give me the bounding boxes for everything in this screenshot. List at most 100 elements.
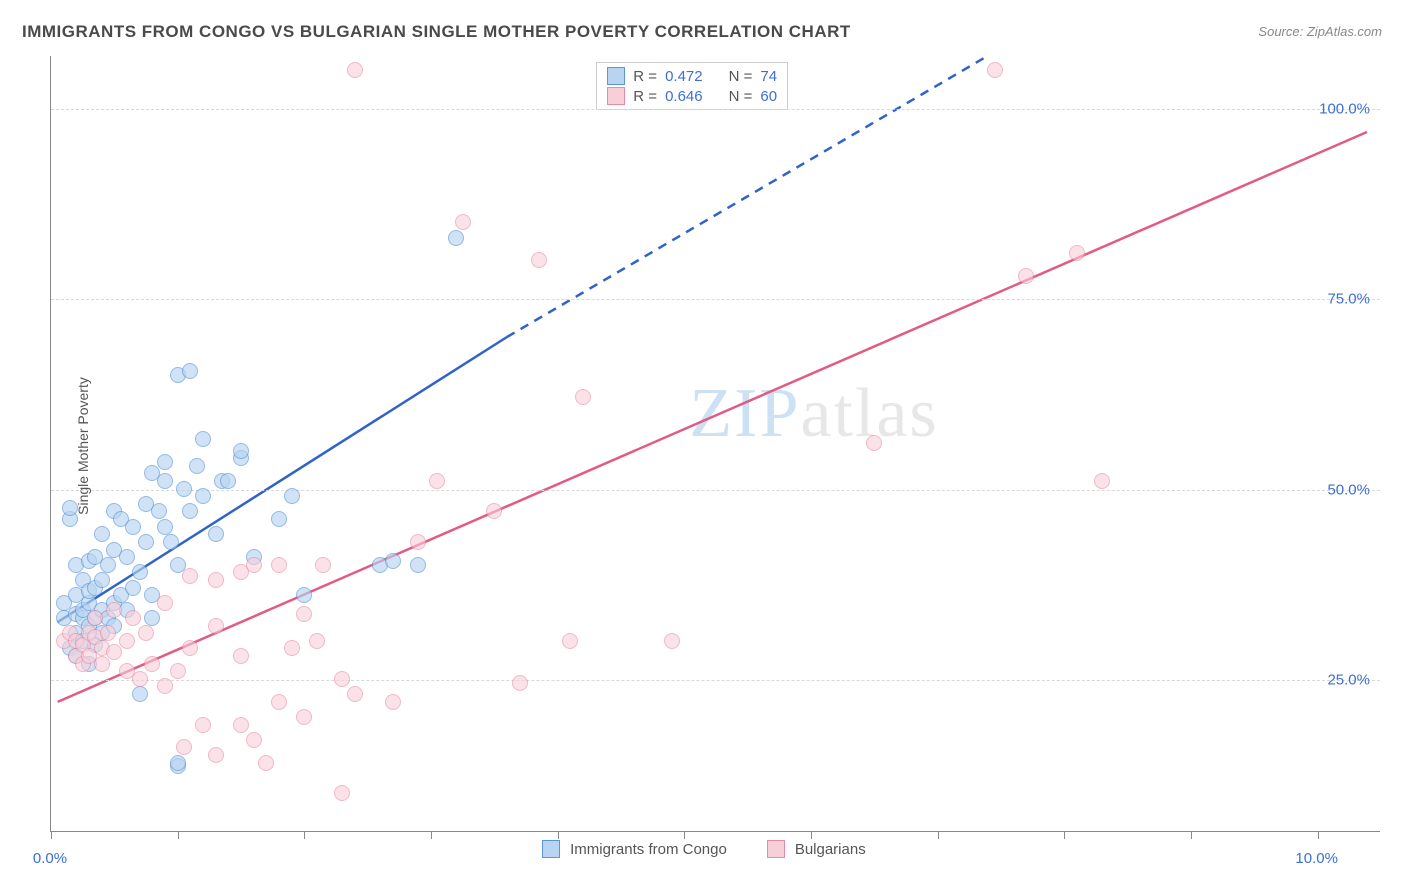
y-tick-label: 25.0% [1327, 671, 1370, 688]
data-point [410, 557, 426, 573]
legend-correlation-row: R =0.646N =60 [607, 87, 777, 105]
plot-area: ZIPatlas R =0.472N =74R =0.646N =60 25.0… [50, 56, 1380, 832]
data-point [62, 500, 78, 516]
data-point [125, 580, 141, 596]
data-point [866, 435, 882, 451]
correlation-legend: R =0.472N =74R =0.646N =60 [596, 62, 788, 110]
data-point [664, 633, 680, 649]
data-point [132, 564, 148, 580]
data-point [94, 656, 110, 672]
data-point [157, 595, 173, 611]
n-label: N = [729, 68, 753, 85]
data-point [195, 488, 211, 504]
n-value: 60 [760, 88, 777, 105]
series-legend: Immigrants from CongoBulgarians [542, 840, 866, 858]
x-tick [811, 831, 812, 839]
legend-swatch [607, 87, 625, 105]
x-tick [178, 831, 179, 839]
data-point [448, 230, 464, 246]
data-point [410, 534, 426, 550]
x-tick [51, 831, 52, 839]
watermark: ZIPatlas [689, 374, 938, 454]
data-point [176, 739, 192, 755]
data-point [182, 568, 198, 584]
legend-swatch [767, 840, 785, 858]
data-point [100, 557, 116, 573]
data-point [208, 572, 224, 588]
legend-series-label: Immigrants from Congo [570, 841, 727, 858]
data-point [246, 557, 262, 573]
r-label: R = [633, 68, 657, 85]
data-point [271, 511, 287, 527]
data-point [132, 671, 148, 687]
data-point [258, 755, 274, 771]
x-tick [1191, 831, 1192, 839]
x-tick [1064, 831, 1065, 839]
data-point [119, 549, 135, 565]
data-point [296, 587, 312, 603]
legend-correlation-row: R = 0.472 N = 74 [607, 67, 777, 85]
data-point [182, 640, 198, 656]
x-tick-label: 0.0% [33, 850, 67, 867]
x-tick [1318, 831, 1319, 839]
trend-line [58, 132, 1367, 702]
y-tick-label: 50.0% [1327, 481, 1370, 498]
source-value: ZipAtlas.com [1307, 24, 1382, 39]
y-tick-label: 100.0% [1319, 101, 1370, 118]
data-point [315, 557, 331, 573]
data-point [271, 694, 287, 710]
data-point [309, 633, 325, 649]
data-point [144, 656, 160, 672]
data-point [144, 610, 160, 626]
data-point [195, 717, 211, 733]
data-point [157, 473, 173, 489]
legend-swatch [607, 67, 625, 85]
data-point [1018, 268, 1034, 284]
n-label: N = [729, 88, 753, 105]
source-label: Source: [1258, 24, 1303, 39]
data-point [138, 625, 154, 641]
data-point [220, 473, 236, 489]
data-point [334, 785, 350, 801]
gridline-h [51, 680, 1380, 681]
data-point [106, 602, 122, 618]
data-point [562, 633, 578, 649]
data-point [575, 389, 591, 405]
data-point [132, 686, 148, 702]
r-value: 0.472 [665, 68, 703, 85]
data-point [157, 454, 173, 470]
gridline-h [51, 109, 1380, 110]
n-value: 74 [760, 68, 777, 85]
data-point [284, 640, 300, 656]
data-point [347, 686, 363, 702]
data-point [170, 755, 186, 771]
data-point [233, 648, 249, 664]
data-point [195, 431, 211, 447]
y-tick-label: 75.0% [1327, 291, 1370, 308]
data-point [512, 675, 528, 691]
data-point [100, 625, 116, 641]
data-point [385, 694, 401, 710]
data-point [296, 606, 312, 622]
x-tick [558, 831, 559, 839]
data-point [208, 747, 224, 763]
data-point [246, 732, 262, 748]
x-tick [684, 831, 685, 839]
data-point [87, 610, 103, 626]
data-point [334, 671, 350, 687]
x-tick-label: 10.0% [1295, 850, 1338, 867]
data-point [987, 62, 1003, 78]
trend-lines-layer [51, 56, 1380, 831]
data-point [94, 526, 110, 542]
data-point [151, 503, 167, 519]
data-point [486, 503, 502, 519]
data-point [119, 633, 135, 649]
data-point [233, 717, 249, 733]
data-point [284, 488, 300, 504]
data-point [271, 557, 287, 573]
chart-title: IMMIGRANTS FROM CONGO VS BULGARIAN SINGL… [22, 22, 851, 42]
gridline-h [51, 490, 1380, 491]
data-point [125, 610, 141, 626]
x-tick [304, 831, 305, 839]
source-attribution: Source: ZipAtlas.com [1258, 24, 1382, 39]
